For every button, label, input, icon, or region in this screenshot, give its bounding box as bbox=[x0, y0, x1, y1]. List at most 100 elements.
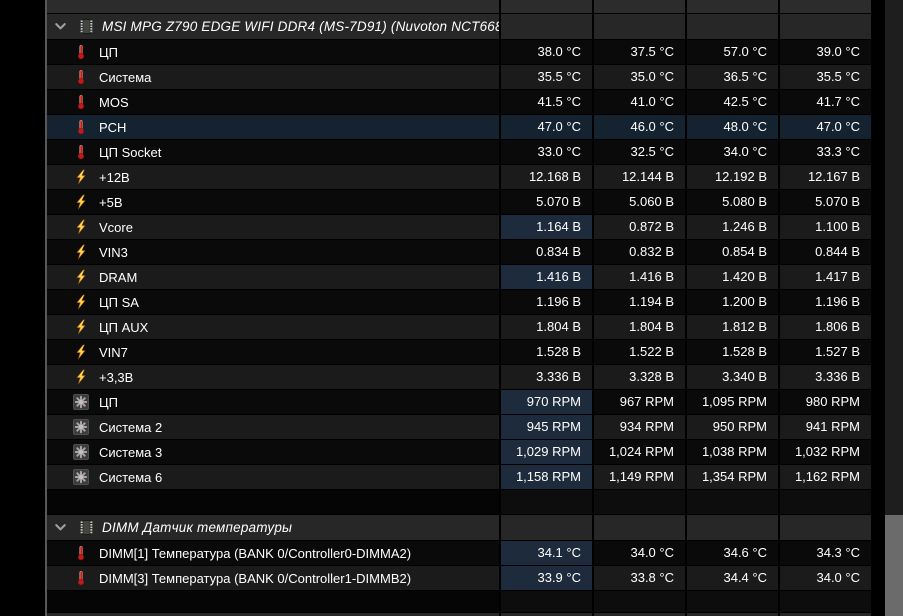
value-cell-4: 34.0 °C bbox=[778, 566, 871, 590]
value-cell-4: 1,032 RPM bbox=[778, 440, 871, 464]
sensor-row[interactable]: Система 6 1,158 RPM 1,149 RPM 1,354 RPM … bbox=[47, 465, 871, 490]
value-cell-4: 5.070 В bbox=[778, 190, 871, 214]
section-header-row[interactable]: MSI MPG Z790 EDGE WIFI DDR4 (MS-7D91) (N… bbox=[47, 14, 871, 40]
value-cell-2: 3.328 В bbox=[592, 365, 685, 389]
left-panel-divider bbox=[45, 0, 47, 616]
sensor-row[interactable]: DIMM[1] Температура (BANK 0/Controller0-… bbox=[47, 541, 871, 566]
partial-value-cell bbox=[778, 0, 871, 13]
partial-value-cell bbox=[685, 613, 778, 616]
sensor-row[interactable]: Система 35.5 °C 35.0 °C 36.5 °C 35.5 °C bbox=[47, 65, 871, 90]
value-cell-4: 1.196 В bbox=[778, 290, 871, 314]
value-cell-1: 945 RPM bbox=[499, 415, 592, 439]
sensor-row[interactable]: ЦП Socket 33.0 °C 32.5 °C 34.0 °C 33.3 °… bbox=[47, 140, 871, 165]
sensor-label: VIN7 bbox=[99, 344, 128, 360]
sensor-row[interactable]: VIN7 1.528 В 1.522 В 1.528 В 1.527 В bbox=[47, 340, 871, 365]
sensor-label: Система 6 bbox=[99, 469, 163, 485]
sensor-row[interactable]: MOS 41.5 °C 41.0 °C 42.5 °C 41.7 °C bbox=[47, 90, 871, 115]
sensor-name-cell: VIN7 bbox=[47, 340, 499, 364]
value-cell-4: 1,162 RPM bbox=[778, 465, 871, 489]
value-cell-1: 1.416 В bbox=[499, 265, 592, 289]
value-cell-2: 1,149 RPM bbox=[592, 465, 685, 489]
thermometer-icon bbox=[73, 144, 89, 160]
value-cell-1: 1.196 В bbox=[499, 290, 592, 314]
sensor-row[interactable]: VIN3 0.834 В 0.832 В 0.854 В 0.844 В bbox=[47, 240, 871, 265]
sensor-name-cell: +3,3В bbox=[47, 365, 499, 389]
sensor-row[interactable]: DIMM[3] Температура (BANK 0/Controller1-… bbox=[47, 566, 871, 591]
sensor-name-cell: ЦП SA bbox=[47, 290, 499, 314]
value-cell-1: 41.5 °C bbox=[499, 90, 592, 114]
sensor-row[interactable]: ЦП 38.0 °C 37.5 °C 57.0 °C 39.0 °C bbox=[47, 40, 871, 65]
sensor-label: ЦП AUX bbox=[99, 319, 149, 335]
chevron-down-icon[interactable] bbox=[53, 19, 68, 34]
value-cell-1: 1,158 RPM bbox=[499, 465, 592, 489]
sensor-row[interactable]: +5В 5.070 В 5.060 В 5.080 В 5.070 В bbox=[47, 190, 871, 215]
sensor-label: Система 2 bbox=[99, 419, 163, 435]
value-cell-3: 42.5 °C bbox=[685, 90, 778, 114]
sensor-name-cell: Система 3 bbox=[47, 440, 499, 464]
partial-value-cell bbox=[592, 0, 685, 13]
value-cell-3: 1.420 В bbox=[685, 265, 778, 289]
sensor-label: DIMM[1] Температура (BANK 0/Controller0-… bbox=[99, 545, 412, 561]
sensor-row[interactable]: ЦП 970 RPM 967 RPM 1,095 RPM 980 RPM bbox=[47, 390, 871, 415]
value-cell-1: 34.1 °C bbox=[499, 541, 592, 565]
partial-name-cell bbox=[47, 0, 499, 13]
fan-icon bbox=[73, 444, 89, 460]
empty-spacer-row bbox=[47, 490, 871, 515]
value-cell-4: 1.100 В bbox=[778, 215, 871, 239]
sensor-label: DIMM[3] Температура (BANK 0/Controller1-… bbox=[99, 570, 412, 586]
voltage-icon bbox=[73, 244, 89, 260]
fan-icon bbox=[73, 419, 89, 435]
value-cell-2: 0.832 В bbox=[592, 240, 685, 264]
previous-row-partial bbox=[47, 0, 871, 14]
sensor-name-cell: Система 2 bbox=[47, 415, 499, 439]
voltage-icon bbox=[73, 269, 89, 285]
value-cell-1: 38.0 °C bbox=[499, 40, 592, 64]
value-cell-3: 3.340 В bbox=[685, 365, 778, 389]
sensor-row[interactable]: Система 2 945 RPM 934 RPM 950 RPM 941 RP… bbox=[47, 415, 871, 440]
sensor-row[interactable]: ЦП SA 1.196 В 1.194 В 1.200 В 1.196 В bbox=[47, 290, 871, 315]
value-cell-1: 1.164 В bbox=[499, 215, 592, 239]
value-cell-3 bbox=[685, 14, 778, 39]
value-cell-2: 1.194 В bbox=[592, 290, 685, 314]
section-header-row[interactable]: DIMM Датчик температуры bbox=[47, 515, 871, 541]
value-cell-3: 34.0 °C bbox=[685, 140, 778, 164]
value-cell-2: 12.144 В bbox=[592, 165, 685, 189]
sensor-name-cell: Система 6 bbox=[47, 465, 499, 489]
value-cell-3: 57.0 °C bbox=[685, 40, 778, 64]
sensor-row[interactable]: PCH 47.0 °C 46.0 °C 48.0 °C 47.0 °C bbox=[47, 115, 871, 140]
chevron-down-icon[interactable] bbox=[53, 520, 68, 535]
sensor-row[interactable]: +3,3В 3.336 В 3.328 В 3.340 В 3.336 В bbox=[47, 365, 871, 390]
value-cell-4: 1.527 В bbox=[778, 340, 871, 364]
value-cell-4: 0.844 В bbox=[778, 240, 871, 264]
value-cell-1 bbox=[499, 515, 592, 540]
chip-icon bbox=[78, 18, 95, 35]
thermometer-icon bbox=[73, 570, 89, 586]
value-cell-1 bbox=[499, 14, 592, 39]
sensor-name-cell: Система bbox=[47, 65, 499, 89]
sensor-row[interactable]: ЦП AUX 1.804 В 1.804 В 1.812 В 1.806 В bbox=[47, 315, 871, 340]
value-cell-2: 934 RPM bbox=[592, 415, 685, 439]
scrollbar-thumb[interactable] bbox=[885, 515, 903, 616]
partial-value-cell bbox=[499, 613, 592, 616]
sensor-row[interactable]: Система 3 1,029 RPM 1,024 RPM 1,038 RPM … bbox=[47, 440, 871, 465]
voltage-icon bbox=[73, 294, 89, 310]
value-cell-3: 950 RPM bbox=[685, 415, 778, 439]
sensor-label: Система bbox=[99, 69, 152, 85]
value-cell-2 bbox=[592, 14, 685, 39]
value-cell-4 bbox=[778, 515, 871, 540]
value-cell-2: 0.872 В bbox=[592, 215, 685, 239]
sensor-row[interactable]: Vcore 1.164 В 0.872 В 1.246 В 1.100 В bbox=[47, 215, 871, 240]
partial-name-cell bbox=[47, 613, 499, 616]
value-cell-3: 1.200 В bbox=[685, 290, 778, 314]
thermometer-icon bbox=[73, 94, 89, 110]
partial-value-cell bbox=[499, 0, 592, 13]
value-cell-4: 3.336 В bbox=[778, 365, 871, 389]
sensor-label: PCH bbox=[99, 119, 127, 135]
sensor-row[interactable]: +12В 12.168 В 12.144 В 12.192 В 12.167 В bbox=[47, 165, 871, 190]
value-cell-2 bbox=[592, 515, 685, 540]
value-cell-4: 39.0 °C bbox=[778, 40, 871, 64]
sensor-row[interactable]: DRAM 1.416 В 1.416 В 1.420 В 1.417 В bbox=[47, 265, 871, 290]
sensor-label: ЦП bbox=[99, 44, 118, 60]
value-cell-1: 33.0 °C bbox=[499, 140, 592, 164]
vertical-scrollbar[interactable] bbox=[885, 0, 903, 616]
